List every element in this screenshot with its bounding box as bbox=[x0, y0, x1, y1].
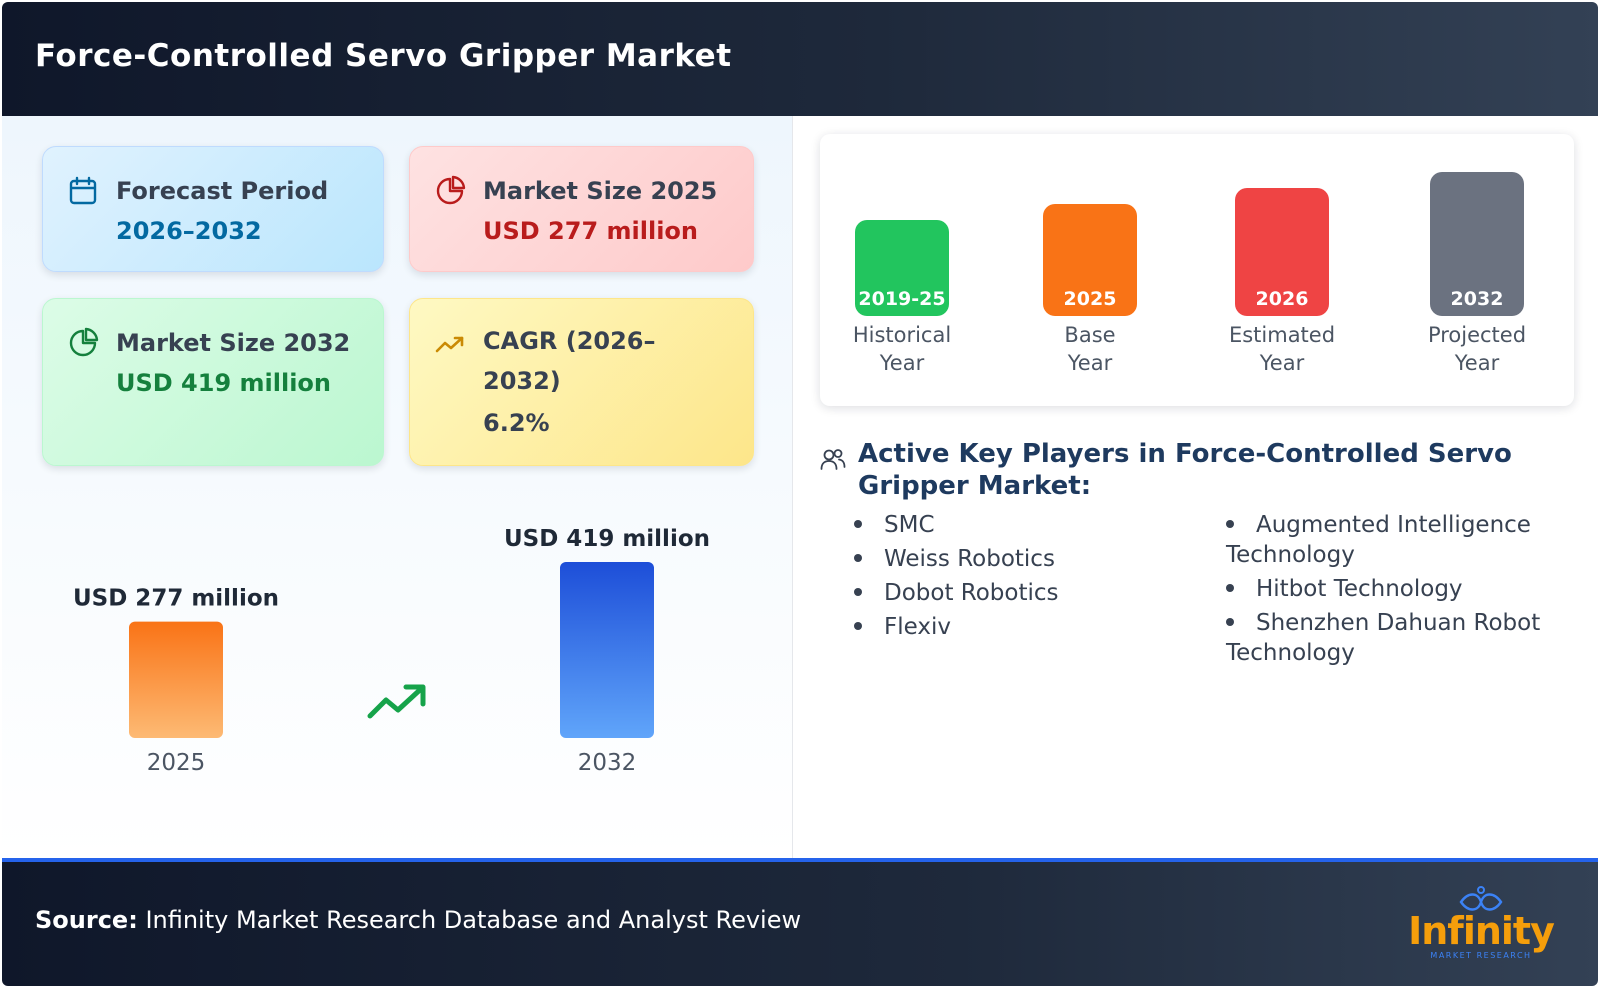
cagr-label: CAGR (2026–2032) bbox=[483, 327, 656, 395]
timeline-caption: Historical bbox=[853, 323, 951, 347]
list-item: Hitbot Technology bbox=[1226, 574, 1576, 604]
timeline-year-label: 2025 bbox=[1064, 288, 1117, 310]
category-label: 2025 bbox=[147, 750, 206, 776]
footer-divider bbox=[2, 858, 1598, 862]
svg-text:Infinity: Infinity bbox=[1408, 909, 1555, 953]
timeline-year-label: 2026 bbox=[1256, 288, 1309, 310]
key-players-list-1: SMC Weiss Robotics Dobot Robotics Flexiv bbox=[854, 510, 1194, 646]
timeline-caption: Base bbox=[1064, 323, 1115, 347]
trend-up-icon bbox=[435, 336, 464, 353]
timeline-bar-2019-25 bbox=[855, 220, 949, 316]
market-size-2032-value: USD 419 million bbox=[116, 369, 331, 397]
key-players-title: Active Key Players in Force-Controlled S… bbox=[858, 439, 1512, 501]
timeline-caption: Projected bbox=[1428, 323, 1526, 347]
key-players-list-2: Augmented Intelligence Technology Hitbot… bbox=[1226, 510, 1576, 672]
source-text: Infinity Market Research Database and An… bbox=[145, 906, 802, 934]
timeline-caption: Year bbox=[1454, 351, 1500, 375]
cagr-card: CAGR (2026–2032) 6.2% bbox=[409, 298, 754, 466]
timeline-chart: 2019-25 Historical Year 2025 Base Year 2026 Est… bbox=[853, 172, 1526, 375]
market-size-2032-card: Market Size 2032 USD 419 million bbox=[42, 298, 384, 466]
timeline-year-label: 2019-25 bbox=[858, 288, 945, 310]
market-size-comparison-chart: USD 277 million 2025 USD 419 million 2032 bbox=[73, 526, 710, 776]
svg-text:MARKET RESEARCH: MARKET RESEARCH bbox=[1430, 951, 1531, 960]
timeline-card: 2019-25 Historical Year 2025 Base Year 2026 Est… bbox=[820, 134, 1574, 406]
timeline-bar-2032 bbox=[1430, 172, 1524, 316]
timeline-caption: Year bbox=[1259, 351, 1305, 375]
cagr-value: 6.2% bbox=[483, 409, 550, 437]
list-item: Shenzhen Dahuan Robot Technology bbox=[1226, 610, 1541, 666]
right-panel: 2019-25 Historical Year 2025 Base Year 2026 Est… bbox=[794, 116, 1598, 860]
left-panel: Forecast Period 2026–2032 Market Size 20… bbox=[2, 116, 793, 860]
timeline-caption: Year bbox=[1067, 351, 1113, 375]
list-item: SMC bbox=[854, 510, 1194, 540]
category-label: 2032 bbox=[578, 750, 637, 776]
market-size-2025-card: Market Size 2025 USD 277 million bbox=[409, 146, 754, 272]
pie-chart-icon bbox=[69, 327, 99, 357]
timeline-year-label: 2032 bbox=[1451, 288, 1504, 310]
infinity-logo: Infinity MARKET RESEARCH bbox=[1408, 886, 1556, 960]
timeline-caption: Year bbox=[879, 351, 925, 375]
forecast-period-card: Forecast Period 2026–2032 bbox=[42, 146, 384, 272]
list-item: Dobot Robotics bbox=[854, 578, 1194, 608]
market-size-2025-value: USD 277 million bbox=[483, 217, 698, 245]
source-label: Source: bbox=[35, 906, 138, 934]
forecast-period-value: 2026–2032 bbox=[116, 217, 262, 245]
timeline-bar-2025 bbox=[1043, 204, 1137, 316]
footer-bar: Source: Infinity Market Research Databas… bbox=[2, 862, 1598, 986]
bar-value-label: USD 277 million bbox=[73, 586, 279, 612]
timeline-caption: Estimated bbox=[1229, 323, 1335, 347]
page-title: Force-Controlled Servo Gripper Market bbox=[35, 38, 732, 74]
source-note: Source: Infinity Market Research Databas… bbox=[35, 906, 801, 934]
calendar-icon bbox=[69, 176, 97, 205]
header-bar: Force-Controlled Servo Gripper Market bbox=[2, 2, 1598, 116]
market-size-2032-label: Market Size 2032 bbox=[116, 329, 351, 357]
list-item: Weiss Robotics bbox=[854, 544, 1194, 574]
market-size-2025-label: Market Size 2025 bbox=[483, 177, 718, 205]
forecast-period-label: Forecast Period bbox=[116, 177, 329, 205]
timeline-bar-2026 bbox=[1235, 188, 1329, 316]
list-item: Flexiv bbox=[854, 612, 1194, 642]
bar-value-label: USD 419 million bbox=[504, 526, 710, 552]
bar-2032 bbox=[560, 562, 654, 738]
growth-arrow-icon bbox=[367, 684, 426, 719]
list-item: Augmented Intelligence Technology bbox=[1226, 512, 1531, 568]
bar-2025 bbox=[129, 621, 223, 738]
pie-chart-icon bbox=[436, 175, 466, 205]
users-icon bbox=[820, 449, 846, 470]
